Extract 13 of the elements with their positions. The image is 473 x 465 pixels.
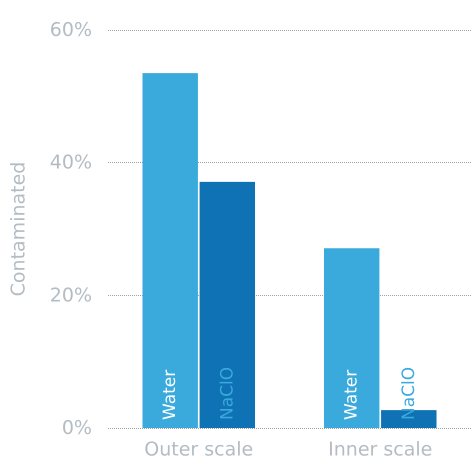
x-tick-label: Outer scale — [144, 438, 254, 460]
bar — [142, 73, 198, 428]
bar — [324, 248, 380, 428]
y-axis-title: Contaminated — [8, 162, 30, 296]
x-tick-label: Inner scale — [328, 438, 432, 460]
text: NaClO — [398, 366, 419, 420]
y-tick-label: 60% — [50, 19, 92, 41]
series-label: Water — [160, 370, 180, 420]
y-tick-label: 40% — [50, 152, 92, 174]
y-tick-label: 0% — [62, 417, 92, 439]
bar — [200, 182, 256, 428]
y-tick-label: 20% — [50, 284, 92, 306]
text: Water — [342, 370, 362, 420]
